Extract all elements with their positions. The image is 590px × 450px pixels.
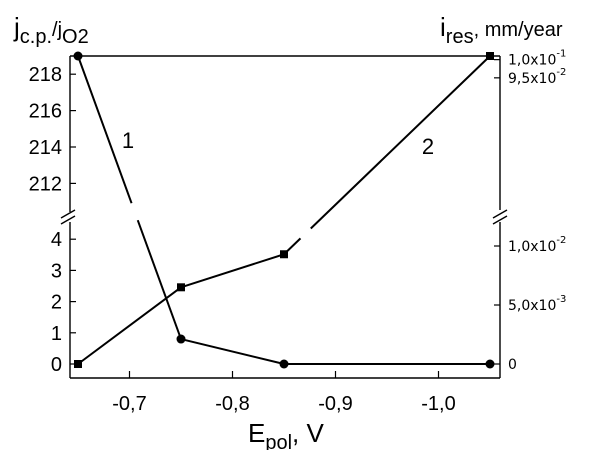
series-1-label: 1: [122, 128, 134, 153]
x-tick-label: -0,7: [112, 393, 146, 415]
right-axis-title: ires, mm/year: [440, 12, 563, 48]
series-2-point: [280, 250, 288, 259]
right-tick-label: 1,0x10-1: [508, 49, 566, 69]
left-axis-title: jc.p./jO2: [13, 12, 89, 48]
left-tick-label: 216: [29, 101, 62, 123]
right-tick-label: 9,5x10-2: [508, 67, 566, 87]
right-break-mark: [492, 215, 508, 225]
series-1-line: [77, 55, 133, 204]
series-1-point: [73, 51, 83, 61]
series-2-point: [177, 283, 185, 292]
series-2-label: 2: [422, 134, 434, 159]
right-tick-label: 0: [508, 357, 517, 373]
series-2-line: [310, 55, 491, 230]
left-tick-label: 3: [51, 260, 62, 282]
plot-frame: [60, 55, 508, 379]
left-tick-label: 214: [29, 137, 62, 159]
series-2-point: [486, 52, 494, 60]
x-tick-label: -1,0: [421, 393, 455, 415]
x-axis-title: Epol, V: [248, 418, 324, 450]
left-break-mark: [60, 215, 76, 225]
series-2-line: [77, 286, 182, 365]
series-layer: [77, 55, 491, 365]
left-break-mark: [60, 209, 76, 219]
x-tick-label: -0,9: [318, 393, 352, 415]
series-1-point: [176, 334, 186, 344]
left-tick-label: 0: [51, 354, 62, 376]
right-break-mark: [492, 209, 508, 219]
left-tick-label: 1: [51, 323, 62, 345]
axis-ticks: [70, 59, 500, 378]
series-1-line: [136, 219, 182, 340]
left-tick-label: 4: [51, 229, 62, 251]
series-1-point: [485, 359, 495, 369]
axis-titles: 1 2 jc.p./jO2 ires, mm/year Epol, V: [13, 12, 563, 450]
markers: [73, 51, 495, 369]
series-1-point: [279, 359, 289, 369]
right-tick-label: 1,0x10-2: [508, 235, 566, 255]
left-tick-label: 218: [29, 64, 62, 86]
right-tick-label: 5,0x10-3: [508, 294, 566, 314]
series-2-line: [180, 253, 285, 289]
series-1-line: [180, 338, 285, 365]
series-2-point: [74, 360, 82, 368]
left-tick-label: 212: [29, 173, 62, 195]
left-tick-label: 2: [51, 292, 62, 314]
x-tick-label: -0,8: [215, 393, 249, 415]
tick-labels: -0,7 -0,8 -0,9 -1,0 0 1 2 3 4 212 214 216 218 0 5,0x10…: [29, 49, 567, 415]
